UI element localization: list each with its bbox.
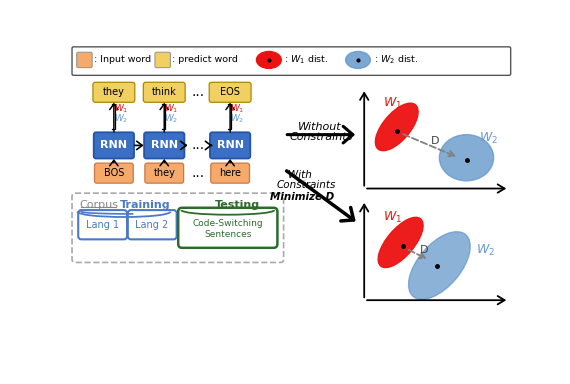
FancyBboxPatch shape: [155, 52, 170, 68]
Text: $W_1$: $W_1$: [164, 102, 178, 115]
Text: Testing: Testing: [215, 200, 260, 210]
Text: With: With: [288, 170, 312, 180]
Text: $W_1$: $W_1$: [384, 96, 402, 111]
Text: Lang 2: Lang 2: [135, 220, 169, 230]
Text: ...: ...: [191, 166, 204, 180]
FancyBboxPatch shape: [77, 52, 92, 68]
Text: : $W_2$ dist.: : $W_2$ dist.: [373, 54, 418, 66]
Text: Code-Switching: Code-Switching: [193, 219, 263, 228]
Ellipse shape: [345, 51, 371, 68]
Ellipse shape: [378, 217, 423, 268]
Ellipse shape: [256, 51, 281, 68]
FancyBboxPatch shape: [93, 82, 135, 102]
Text: D: D: [420, 245, 428, 255]
Text: ...: ...: [191, 85, 204, 99]
Text: Training: Training: [120, 200, 170, 210]
FancyBboxPatch shape: [210, 132, 250, 159]
Text: : Input word: : Input word: [95, 55, 152, 65]
FancyBboxPatch shape: [145, 163, 184, 183]
Text: RNN: RNN: [150, 141, 178, 151]
Text: D: D: [431, 136, 439, 146]
Text: ...: ...: [191, 138, 204, 152]
Text: Corpus: Corpus: [79, 200, 118, 210]
FancyBboxPatch shape: [178, 208, 278, 248]
Text: Constraints: Constraints: [289, 132, 352, 142]
Text: $W_2$: $W_2$: [477, 243, 495, 258]
FancyBboxPatch shape: [78, 210, 127, 239]
Text: $W_2$: $W_2$: [479, 131, 498, 146]
Text: : $W_1$ dist.: : $W_1$ dist.: [284, 54, 329, 66]
Text: they: they: [103, 87, 125, 97]
Text: $W_1$: $W_1$: [384, 209, 402, 225]
Text: here: here: [219, 168, 241, 178]
Text: $W_1$: $W_1$: [230, 102, 245, 115]
Text: think: think: [152, 87, 177, 97]
FancyBboxPatch shape: [143, 82, 185, 102]
Text: Sentences: Sentences: [204, 230, 251, 239]
Text: RNN: RNN: [217, 141, 243, 151]
Text: $W_1$: $W_1$: [113, 102, 128, 115]
Text: they: they: [153, 168, 175, 178]
Text: EOS: EOS: [220, 87, 240, 97]
FancyBboxPatch shape: [95, 163, 133, 183]
Text: Without: Without: [298, 122, 341, 132]
FancyBboxPatch shape: [211, 163, 250, 183]
FancyBboxPatch shape: [128, 210, 177, 239]
Text: $W_2$: $W_2$: [230, 112, 245, 125]
Ellipse shape: [376, 103, 418, 151]
Text: BOS: BOS: [104, 168, 124, 178]
FancyBboxPatch shape: [72, 47, 511, 75]
FancyBboxPatch shape: [209, 82, 251, 102]
FancyBboxPatch shape: [72, 193, 284, 262]
Ellipse shape: [409, 232, 470, 300]
Text: $W_2$: $W_2$: [164, 112, 178, 125]
FancyBboxPatch shape: [144, 132, 185, 159]
Text: Minimize D: Minimize D: [270, 192, 335, 202]
Ellipse shape: [439, 135, 494, 181]
Text: $W_2$: $W_2$: [113, 112, 128, 125]
FancyBboxPatch shape: [93, 132, 134, 159]
Text: RNN: RNN: [100, 141, 127, 151]
Text: : predict word: : predict word: [172, 55, 238, 65]
Text: Lang 1: Lang 1: [86, 220, 119, 230]
Text: Constraints: Constraints: [276, 180, 336, 190]
